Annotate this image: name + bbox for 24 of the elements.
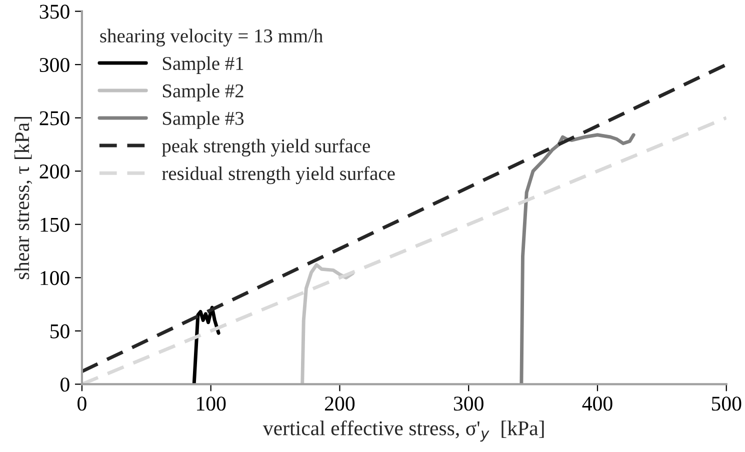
y-tick-label: 350 bbox=[40, 4, 70, 19]
legend-label: Sample #2 bbox=[162, 84, 244, 102]
x-tick-label: 400 bbox=[582, 396, 612, 411]
legend-title: shearing velocity = 13 mm/h bbox=[100, 28, 323, 46]
x-tick-label: 300 bbox=[454, 396, 484, 411]
legend-label: Sample #3 bbox=[162, 111, 244, 129]
y-tick-label: 300 bbox=[40, 58, 70, 72]
y-tick-label: 200 bbox=[40, 164, 70, 179]
legend-label: peak strength yield surface bbox=[162, 138, 370, 157]
legend-label: Sample #1 bbox=[162, 56, 244, 74]
legend-label: residual strength yield surface bbox=[162, 166, 395, 184]
x-tick-label: 0 bbox=[78, 396, 86, 411]
y-tick-label: 100 bbox=[40, 271, 70, 286]
y-tick-label: 0 bbox=[60, 378, 70, 392]
x-axis-title: vertical effective stress, σ'$_{y}$ [kPa] bbox=[262, 420, 544, 442]
y-tick-label: 50 bbox=[50, 324, 70, 338]
y-tick-label: 250 bbox=[40, 111, 70, 126]
x-tick-label: 200 bbox=[325, 396, 355, 411]
line-series bbox=[300, 263, 354, 384]
x-tick-label: 100 bbox=[197, 396, 226, 411]
x-tick-label: 500 bbox=[712, 396, 742, 411]
y-tick-label: 150 bbox=[40, 218, 70, 232]
line-series bbox=[520, 133, 636, 384]
y-axis-title: shear stress, τ [kPa] bbox=[14, 117, 32, 280]
